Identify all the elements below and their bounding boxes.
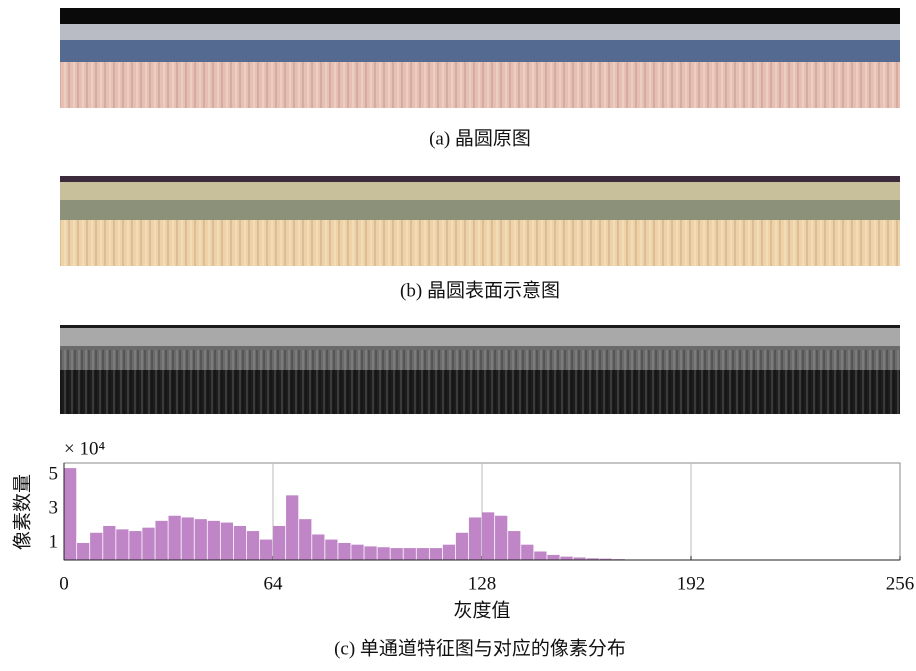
histogram: × 10⁴ 像素数量 灰度值 0 64 128 192 256 1 3 5 [11,438,914,621]
bar [247,531,259,560]
y-tick-label: 1 [49,531,59,552]
bar [547,555,559,560]
feature-map-image [60,325,900,414]
x-tick-label: 0 [59,573,69,594]
wafer-image-original [60,8,900,108]
bar [534,551,546,560]
x-tick-label: 128 [468,573,497,594]
bar [273,526,285,560]
bar [469,517,481,560]
bar [508,531,520,560]
caption: (c) 单通道特征图与对应的像素分布 [334,637,626,659]
bar [103,526,115,560]
bar [129,531,141,560]
x-tick-label: 192 [677,573,706,594]
bar [364,546,376,560]
bar [417,548,429,560]
bar [560,557,572,560]
y-axis-label: 像素数量 [11,474,33,550]
bar [495,516,507,560]
y-tick-label: 3 [49,497,59,518]
bar [299,519,311,560]
bar [482,512,494,560]
bar [325,540,337,560]
caption: (b) 晶圆表面示意图 [400,279,560,301]
bar [221,523,233,560]
bar [338,543,350,560]
bar [77,543,89,560]
bar [351,545,363,560]
bar [260,540,272,560]
bar [208,521,220,560]
bar [456,533,468,560]
x-axis-label: 灰度值 [453,599,510,621]
figure: (a) 晶圆原图 (b) 晶圆表面示意图 × 10⁴ 像素数量 灰度值 0 64 1… [0,0,916,666]
bar [378,547,390,560]
bar [155,521,167,560]
bar [116,529,128,560]
bar [182,517,194,560]
y-tick-label: 5 [49,463,59,484]
bar [391,548,403,560]
bar [430,548,442,560]
bar [142,528,154,560]
bar [169,516,181,560]
bar [443,545,455,560]
bar [312,534,324,560]
bar [521,545,533,560]
y-scale-label: × 10⁴ [64,438,105,459]
bar [195,519,207,560]
x-tick-label: 64 [264,573,284,594]
x-tick-label: 256 [886,573,915,594]
caption: (a) 晶圆原图 [429,128,531,149]
bar [64,468,76,560]
bar [404,548,416,560]
bar [286,495,298,560]
wafer-image-surface [60,176,900,266]
bar [90,533,102,560]
bar [234,526,246,560]
